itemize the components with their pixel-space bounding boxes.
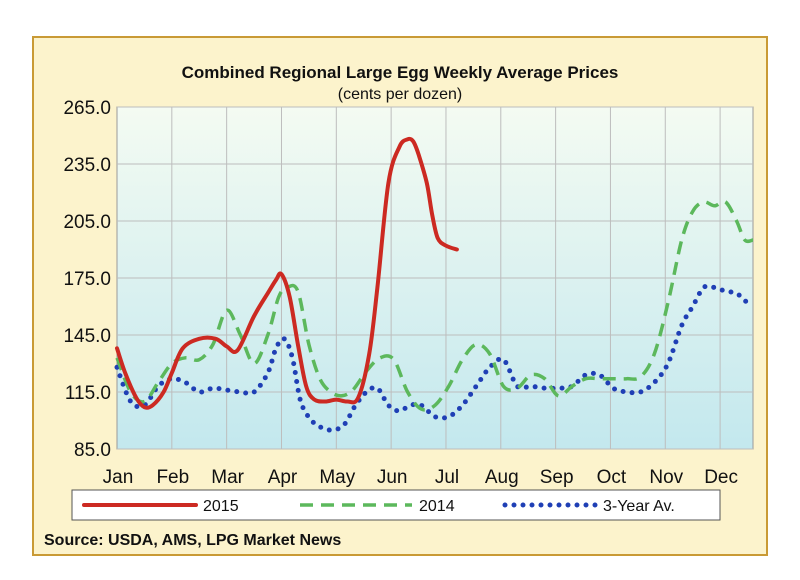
x-axis-ticks: Jan Feb Mar Apr May Jun Jul Aug Sep Oct Nov Dec [103, 467, 738, 488]
y-tick-label: 85.0 [74, 440, 111, 461]
series-lines [114, 136, 756, 433]
y-tick-label: 145.0 [63, 326, 111, 347]
source-note: Source: USDA, AMS, LPG Market News [44, 532, 341, 549]
y-tick-label: 175.0 [63, 269, 111, 290]
y-tick-label: 265.0 [63, 98, 111, 119]
legend-label: 2015 [203, 498, 239, 515]
legend-label: 2014 [419, 498, 455, 515]
x-tick-label: Aug [485, 467, 519, 488]
chart-subtitle: (cents per dozen) [338, 86, 463, 103]
chart-title: Combined Regional Large Egg Weekly Avera… [182, 63, 619, 82]
series-line-2015 [115, 136, 459, 410]
y-axis-ticks: 265.0 235.0 205.0 175.0 145.0 115.0 85.0 [63, 98, 111, 461]
y-tick-label: 115.0 [65, 383, 111, 404]
series-line-3-year-av [114, 283, 756, 433]
x-tick-label: Apr [268, 467, 298, 488]
x-tick-label: Feb [156, 467, 189, 488]
series-line-2014 [115, 199, 754, 412]
x-tick-label: Jun [377, 467, 408, 488]
legend-label: 3-Year Av. [603, 498, 675, 515]
x-tick-label: Jul [435, 467, 459, 488]
y-tick-label: 235.0 [63, 155, 111, 176]
x-tick-label: Jan [103, 467, 134, 488]
x-tick-label: Oct [597, 467, 627, 488]
x-tick-label: May [319, 467, 355, 488]
x-tick-label: Mar [211, 467, 244, 488]
legend: 2015 2014 3-Year Av. [82, 498, 675, 515]
x-tick-label: Dec [704, 467, 738, 488]
x-tick-label: Sep [540, 467, 574, 488]
y-tick-label: 205.0 [63, 212, 111, 233]
x-tick-label: Nov [649, 467, 683, 488]
